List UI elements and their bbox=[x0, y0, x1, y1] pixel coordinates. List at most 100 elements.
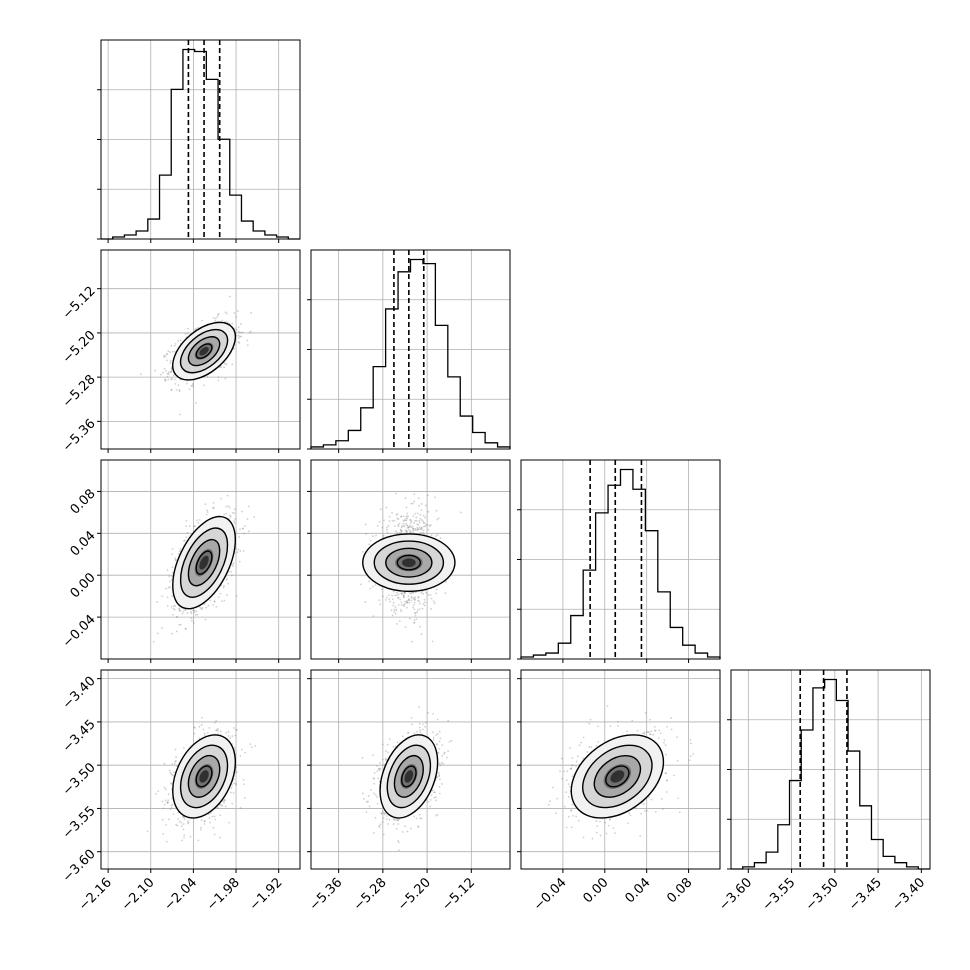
sample-point bbox=[435, 799, 438, 802]
histogram-panel bbox=[97, 39, 301, 243]
sample-point bbox=[161, 595, 164, 598]
sample-point bbox=[170, 371, 173, 373]
sample-point bbox=[401, 735, 404, 738]
sample-point bbox=[438, 775, 440, 777]
sample-point bbox=[177, 384, 180, 387]
sample-point bbox=[246, 518, 249, 520]
contour-line bbox=[172, 734, 237, 819]
sample-point bbox=[400, 601, 403, 604]
sample-point bbox=[195, 401, 198, 404]
sample-point bbox=[174, 605, 176, 608]
sample-point bbox=[170, 377, 173, 380]
sample-point bbox=[413, 596, 416, 599]
sample-point bbox=[199, 607, 202, 610]
sample-point bbox=[223, 513, 226, 516]
sample-point bbox=[185, 519, 188, 522]
sample-point bbox=[194, 726, 196, 729]
sample-point bbox=[423, 522, 426, 524]
sample-point bbox=[394, 594, 396, 597]
sample-point bbox=[392, 604, 395, 607]
sample-point bbox=[387, 594, 390, 597]
sample-point bbox=[170, 378, 173, 381]
sample-point bbox=[459, 511, 462, 514]
sample-point bbox=[168, 575, 171, 578]
sample-point bbox=[402, 522, 405, 525]
sample-point bbox=[234, 517, 237, 520]
sample-point bbox=[210, 811, 212, 814]
sample-point bbox=[407, 526, 410, 529]
sample-point bbox=[178, 607, 180, 610]
sample-point bbox=[169, 359, 172, 362]
y-tick-label: −5.20 bbox=[60, 328, 99, 367]
sample-point bbox=[368, 580, 371, 583]
sample-point bbox=[162, 807, 165, 810]
sample-point bbox=[423, 598, 426, 601]
sample-point bbox=[190, 385, 193, 387]
sample-point bbox=[171, 350, 174, 353]
sample-point bbox=[413, 621, 416, 624]
sample-point bbox=[159, 373, 162, 376]
sample-point bbox=[414, 612, 416, 614]
sample-point bbox=[406, 512, 409, 515]
scatter-panel: −5.36−5.28−5.20−5.12 bbox=[307, 669, 511, 914]
sample-point bbox=[412, 529, 415, 532]
sample-point bbox=[402, 594, 405, 597]
sample-point bbox=[372, 615, 375, 618]
sample-point bbox=[231, 511, 234, 514]
sample-point bbox=[414, 529, 417, 531]
sample-point bbox=[164, 379, 167, 382]
sample-point bbox=[225, 512, 228, 515]
sample-point bbox=[394, 530, 397, 533]
sample-point bbox=[161, 627, 164, 630]
y-tick-label: −3.60 bbox=[60, 847, 99, 886]
sample-point bbox=[429, 524, 432, 526]
sample-point bbox=[197, 522, 200, 524]
panel-frame bbox=[100, 669, 301, 870]
sample-point bbox=[203, 734, 206, 737]
sample-point bbox=[409, 519, 412, 521]
contour-line bbox=[396, 554, 422, 571]
sample-point bbox=[414, 596, 417, 599]
sample-point bbox=[239, 335, 241, 338]
sample-point bbox=[235, 729, 237, 731]
sample-point bbox=[166, 375, 169, 378]
sample-point bbox=[223, 366, 225, 369]
sample-point bbox=[379, 767, 382, 770]
sample-point bbox=[395, 609, 398, 612]
sample-point bbox=[178, 820, 181, 823]
sample-point bbox=[174, 342, 177, 345]
histogram-panel bbox=[517, 459, 721, 663]
sample-point bbox=[156, 601, 159, 603]
sample-point bbox=[225, 505, 228, 508]
sample-point bbox=[406, 606, 408, 609]
sample-point bbox=[171, 773, 174, 776]
sample-point bbox=[198, 725, 201, 728]
sample-point bbox=[208, 813, 210, 816]
sample-point bbox=[224, 799, 226, 802]
sample-point bbox=[221, 804, 224, 807]
density-fill bbox=[401, 558, 416, 567]
sample-point bbox=[226, 577, 229, 580]
sample-point bbox=[403, 596, 405, 598]
sample-point bbox=[170, 344, 173, 347]
sample-point bbox=[179, 548, 182, 551]
sample-point bbox=[171, 632, 174, 635]
sample-point bbox=[395, 594, 398, 597]
sample-point bbox=[384, 599, 387, 601]
sample-point bbox=[164, 355, 167, 358]
scatter-panel: −3.60−3.55−3.50−3.45−3.40−2.16 −2.10 −2.04… bbox=[60, 669, 301, 914]
sample-point bbox=[215, 605, 218, 608]
sample-point bbox=[235, 595, 238, 598]
sample-point bbox=[200, 716, 203, 719]
sample-point bbox=[173, 608, 176, 611]
sample-point bbox=[193, 328, 196, 331]
sample-point bbox=[227, 734, 230, 737]
sample-point bbox=[204, 503, 207, 506]
sample-point bbox=[224, 377, 227, 380]
sample-point bbox=[167, 801, 169, 804]
sample-point bbox=[376, 770, 379, 773]
sample-point bbox=[162, 371, 164, 374]
sample-point bbox=[169, 362, 172, 364]
sample-point bbox=[171, 575, 173, 578]
sample-point bbox=[233, 508, 236, 511]
